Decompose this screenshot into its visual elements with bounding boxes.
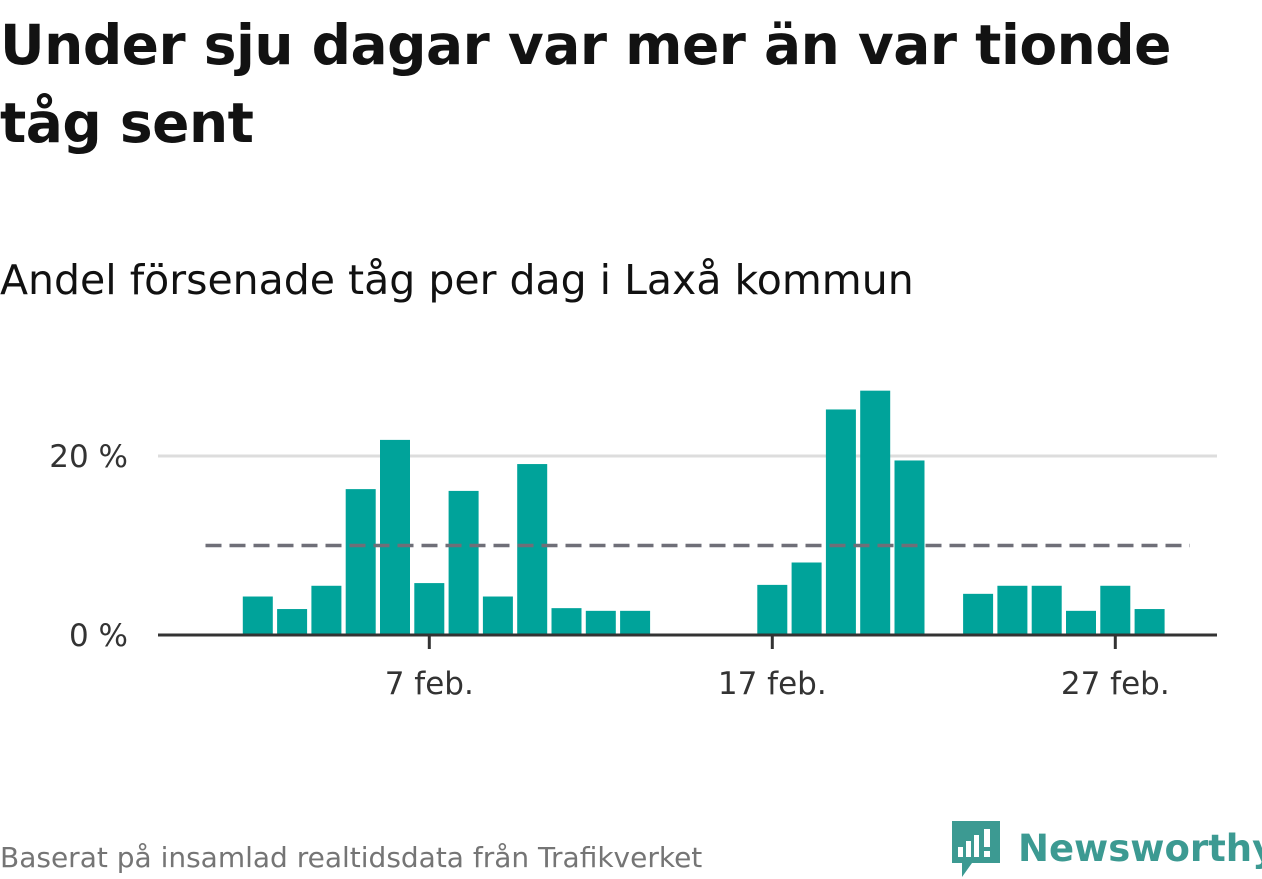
bar-2024-02-13 (620, 610, 651, 635)
bar-2024-02-27 (1100, 585, 1131, 635)
bar-2024-02-17 (757, 584, 788, 635)
bar-2024-02-19 (825, 409, 856, 635)
bar-2024-02-05 (345, 489, 376, 635)
chart-title: Under sju dagar var mer än var tionde tå… (0, 13, 1171, 155)
bar-2024-02-26 (1066, 610, 1096, 635)
bar-2024-02-04 (311, 585, 342, 635)
bar-2024-02-06 (380, 439, 410, 635)
bar-2024-02-28 (1134, 609, 1165, 635)
bar-2024-02-08 (448, 490, 479, 635)
y-tick-label: 0 % (69, 618, 128, 654)
bar-2024-02-03 (277, 609, 308, 635)
newsworthy-logo-icon (952, 821, 1000, 877)
bar-2024-02-24 (997, 585, 1028, 635)
bar-2024-02-25 (1031, 585, 1062, 635)
bar-2024-02-23 (963, 593, 994, 635)
bar-2024-02-11 (551, 608, 582, 635)
bar-2024-02-02 (242, 596, 273, 635)
source-note: Baserat på insamlad realtidsdata från Tr… (0, 841, 703, 874)
x-tick-label: 27 feb. (1061, 666, 1170, 702)
bar-2024-02-21 (894, 460, 925, 635)
bar-2024-02-10 (517, 464, 548, 635)
chart-subtitle: Andel försenade tåg per dag i Laxå kommu… (0, 256, 914, 304)
x-tick-label: 7 feb. (385, 666, 474, 702)
bar-2024-02-09 (482, 596, 513, 635)
bar-2024-02-12 (585, 610, 616, 635)
brand-logo: Newsworthy (950, 818, 1262, 879)
x-tick-label: 17 feb. (718, 666, 827, 702)
brand-name: Newsworthy (1018, 827, 1262, 870)
y-tick-label: 20 % (49, 439, 128, 475)
bar-2024-02-07 (414, 583, 445, 635)
bar-2024-02-18 (791, 562, 822, 635)
bar-2024-02-20 (860, 390, 891, 635)
